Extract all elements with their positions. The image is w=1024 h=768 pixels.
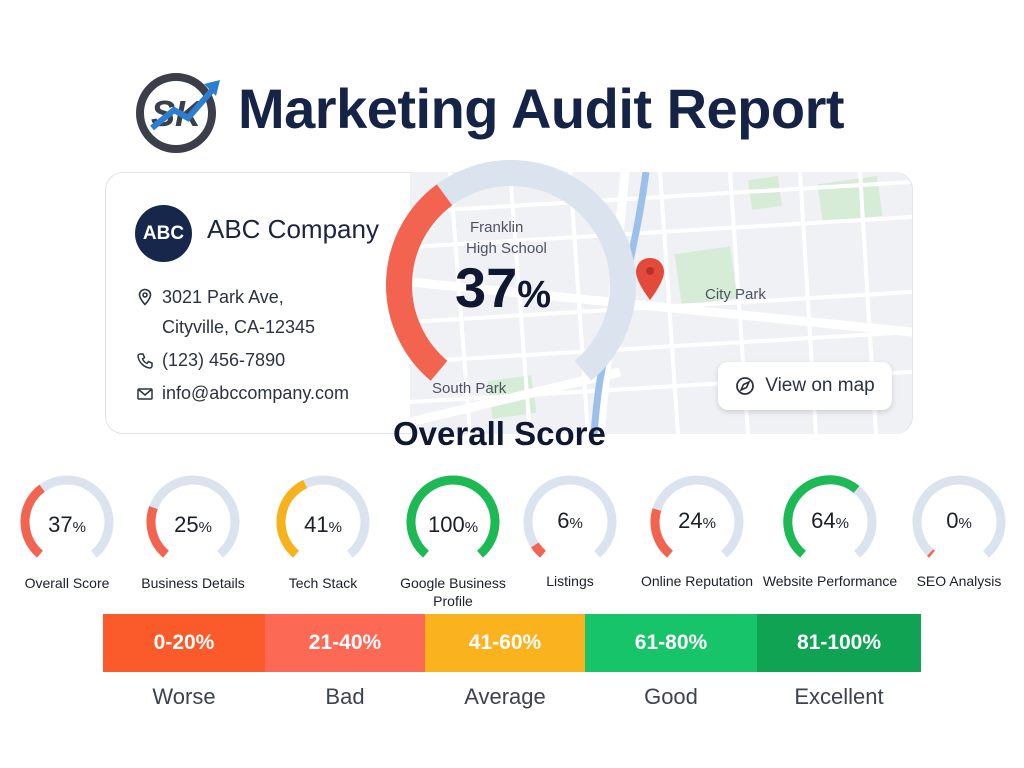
gauge-fill xyxy=(531,542,547,558)
phone-icon xyxy=(137,353,153,369)
gauge-fill xyxy=(650,508,674,558)
gauge-business-details: 25% Business Details xyxy=(128,472,258,612)
view-on-map-button[interactable]: View on map xyxy=(718,362,892,410)
legend-label-average: Average xyxy=(464,684,546,709)
overall-gauge-fill xyxy=(386,184,453,381)
gauge-value: 0% xyxy=(946,508,972,533)
address-line-1: 3021 Park Ave, xyxy=(162,287,284,307)
gauge-seo-analysis: 0% SEO Analysis xyxy=(894,472,1024,612)
legend-segment-average: 41-60% xyxy=(425,614,585,672)
map-label-high-school: High School xyxy=(466,240,547,257)
gauge-label: Website Performance xyxy=(762,573,898,589)
overall-score-gauge xyxy=(386,160,636,381)
gauge-website-performance: 64% Website Performance xyxy=(763,472,897,612)
legend-label-good: Good xyxy=(644,684,698,709)
score-legend-bar: 0-20% 21-40% 41-60% 61-80% 81-100% xyxy=(103,614,921,672)
gauge-label: Listings xyxy=(546,573,594,589)
legend-segment-excellent: 81-100% xyxy=(757,614,921,672)
gauge-label: Google Business Profile xyxy=(400,575,506,609)
legend-segment-bad: 21-40% xyxy=(265,614,425,672)
gauge-tech-stack: 41% Tech Stack xyxy=(258,472,388,612)
map-label-franklin: Franklin xyxy=(470,219,524,236)
gauge-value: 64% xyxy=(811,508,849,533)
legend-label-excellent: Excellent xyxy=(794,684,884,709)
gauge-fill xyxy=(146,506,170,558)
company-name: ABC Company xyxy=(207,214,379,244)
gauge-value: 24% xyxy=(678,508,716,533)
avatar: ABC xyxy=(135,205,192,262)
address-line-2: Cityville, CA-12345 xyxy=(162,317,316,337)
sk-logo-icon: SK xyxy=(136,73,220,153)
gauge-google-business-profile: 100% Google Business Profile xyxy=(388,472,518,612)
gauge-label: Tech Stack xyxy=(288,575,358,591)
map-pin-icon xyxy=(138,288,152,306)
gauge-value: 41% xyxy=(304,512,342,537)
gauge-value: 6% xyxy=(557,508,583,533)
gauge-fill xyxy=(783,475,860,558)
gauge-listings: 6% Listings xyxy=(505,472,635,612)
compass-icon xyxy=(736,377,755,395)
gauge-label: Overall Score xyxy=(24,575,110,591)
overall-score-label: Overall Score xyxy=(393,415,606,452)
email-address[interactable]: info@abccompany.com xyxy=(162,383,350,403)
mail-icon xyxy=(137,388,153,400)
gauge-track xyxy=(523,475,617,558)
page-title: Marketing Audit Report xyxy=(238,77,845,140)
gauge-track xyxy=(912,475,1006,558)
gauge-online-reputation: 24% Online Reputation xyxy=(632,472,762,612)
score-legend-labels: Worse Bad Average Good Excellent xyxy=(103,684,921,714)
gauge-fill xyxy=(406,475,500,558)
gauge-overall-score: 37% Overall Score xyxy=(2,472,132,612)
legend-segment-worse: 0-20% xyxy=(103,614,265,672)
overall-score-value: 37% xyxy=(455,256,552,319)
phone-number[interactable]: (123) 456-7890 xyxy=(162,350,286,370)
gauge-fill xyxy=(927,549,935,558)
legend-segment-good: 61-80% xyxy=(585,614,757,672)
gauge-label: Business Details xyxy=(141,575,245,591)
map-label-south-park: South Park xyxy=(432,380,507,397)
report-header: SK Marketing Audit Report xyxy=(0,62,1024,158)
legend-label-bad: Bad xyxy=(325,684,365,709)
legend-label-worse: Worse xyxy=(152,684,216,709)
gauge-value: 37% xyxy=(48,512,86,537)
red-map-pin-icon xyxy=(636,258,664,300)
gauge-value: 100% xyxy=(427,512,479,537)
gauge-fill xyxy=(276,479,308,558)
gauge-label: Online Reputation xyxy=(640,573,754,589)
gauge-fill xyxy=(20,484,45,558)
gauge-label: SEO Analysis xyxy=(916,573,1002,589)
map-label-city-park: City Park xyxy=(705,286,766,303)
gauge-value: 25% xyxy=(174,512,212,537)
view-on-map-label: View on map xyxy=(765,375,875,396)
